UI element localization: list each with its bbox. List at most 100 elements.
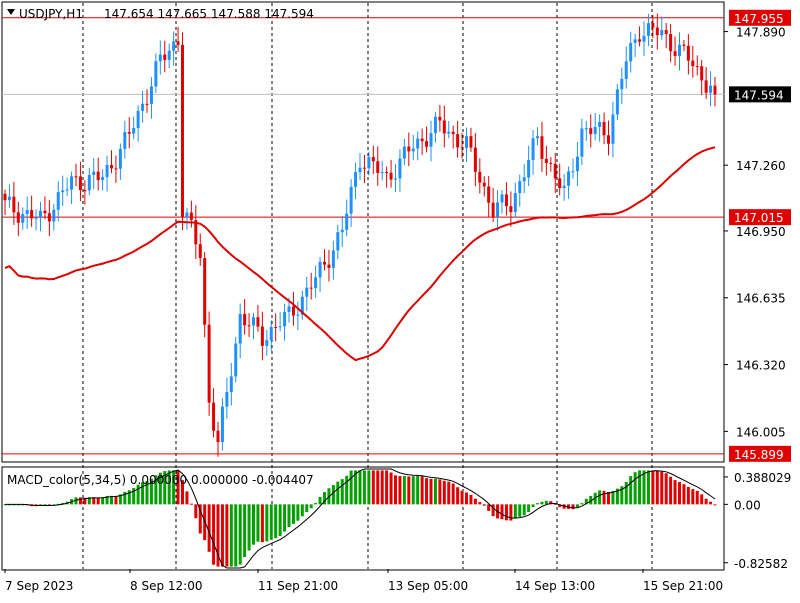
macd-bar xyxy=(580,503,584,505)
macd-bar xyxy=(349,470,353,505)
price-tick-label: 146.950 xyxy=(736,225,786,239)
macd-bar xyxy=(611,490,615,505)
candles xyxy=(3,13,717,457)
candle xyxy=(425,126,429,153)
candle xyxy=(562,174,566,201)
candle xyxy=(61,175,65,206)
price-tick-label: 146.320 xyxy=(736,359,786,373)
macd-tick-label: -0.82582 xyxy=(734,557,788,571)
candle xyxy=(536,127,539,145)
candle xyxy=(185,207,189,230)
candle xyxy=(602,112,606,145)
macd-signal-line xyxy=(5,468,716,569)
candle xyxy=(39,201,42,232)
candle xyxy=(25,196,29,229)
candle xyxy=(660,16,664,40)
symbol-timeframe: USDJPY,H1 xyxy=(19,7,83,21)
time-tick-label: 14 Sep 13:00 xyxy=(515,579,595,593)
macd-bar xyxy=(669,476,673,505)
macd-bar xyxy=(549,501,553,505)
candle xyxy=(567,166,571,199)
macd-bar xyxy=(394,475,397,505)
candle xyxy=(47,200,51,237)
candle xyxy=(691,45,695,78)
moving-average xyxy=(4,146,716,362)
candle xyxy=(429,120,433,162)
macd-bar xyxy=(194,504,198,519)
macd-bar xyxy=(154,475,158,505)
macd-bar xyxy=(87,497,91,505)
candle xyxy=(118,143,122,180)
macd-bar xyxy=(642,470,646,505)
candle xyxy=(123,120,127,159)
macd-bar xyxy=(132,488,136,505)
candle xyxy=(278,312,282,332)
candle xyxy=(92,157,96,190)
macd-bar xyxy=(678,482,681,505)
macd-tick-label: 0.388029 xyxy=(734,471,791,485)
candle xyxy=(589,114,593,148)
candle xyxy=(651,15,655,39)
macd-bar xyxy=(181,480,184,505)
macd-bar xyxy=(172,470,176,505)
macd-bar xyxy=(487,504,491,511)
candle xyxy=(194,205,198,260)
macd-bar xyxy=(385,470,389,505)
macd-bar xyxy=(531,504,535,507)
collapse-triangle-icon[interactable] xyxy=(7,9,15,15)
level-price-label: 147.015 xyxy=(734,211,784,225)
candle xyxy=(318,256,322,292)
macd-bar xyxy=(309,504,313,509)
macd-bar xyxy=(433,478,437,505)
macd-bar xyxy=(553,503,557,505)
candle xyxy=(678,32,681,71)
candle xyxy=(598,114,602,142)
candle xyxy=(314,265,318,298)
macd-bar xyxy=(296,504,300,521)
macd-bar xyxy=(43,504,47,506)
macd-bar xyxy=(145,481,149,505)
ohlc-values: 147.654 147.665 147.588 147.594 xyxy=(104,7,314,21)
macd-bar xyxy=(575,504,579,508)
candle xyxy=(105,155,109,192)
candle xyxy=(181,32,184,231)
macd-bar xyxy=(92,497,96,505)
macd-bar xyxy=(429,478,433,505)
candle xyxy=(331,240,335,280)
candle xyxy=(522,163,526,194)
macd-bar xyxy=(314,503,318,505)
candle xyxy=(544,145,548,176)
level-price-box xyxy=(729,9,791,26)
macd-bar xyxy=(465,492,468,505)
candle xyxy=(7,184,11,208)
macd-bar xyxy=(518,504,522,517)
macd-bar xyxy=(114,496,118,505)
macd-bar xyxy=(101,497,105,505)
macd-bar xyxy=(536,503,539,505)
candle xyxy=(52,203,56,231)
price-axis: 147.890 147.260 146.950 146.635 146.320 146.0… xyxy=(724,26,791,571)
macd-bar xyxy=(354,470,358,505)
macd-bar xyxy=(655,470,659,505)
candle xyxy=(154,53,158,93)
candle xyxy=(700,60,704,96)
macd-bar xyxy=(163,471,167,505)
level-price-box xyxy=(729,209,791,226)
macd-bar xyxy=(127,490,131,505)
macd-bar xyxy=(367,470,371,505)
macd-bar xyxy=(78,497,82,505)
candle xyxy=(438,105,442,132)
candle xyxy=(3,189,7,216)
candle xyxy=(234,336,238,383)
candle xyxy=(527,145,531,187)
macd-bar xyxy=(664,473,668,505)
candle xyxy=(571,158,575,179)
candle xyxy=(21,207,25,230)
candle xyxy=(34,209,38,231)
candle xyxy=(358,153,362,181)
candle xyxy=(433,112,437,143)
macd-bar xyxy=(340,479,344,505)
candle xyxy=(442,105,446,148)
